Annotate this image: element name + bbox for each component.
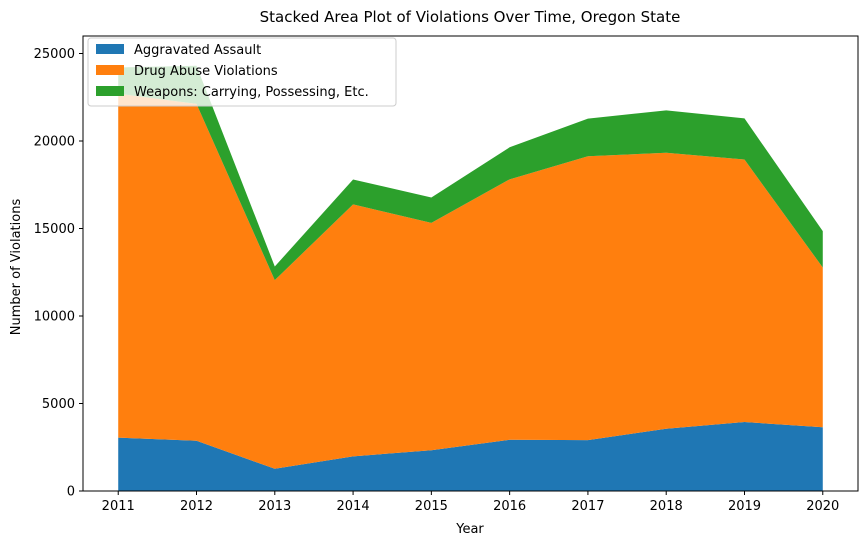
y-axis-title: Number of Violations [9, 199, 24, 336]
legend-label: Weapons: Carrying, Possessing, Etc. [134, 85, 369, 100]
x-tick-label: 2019 [728, 499, 761, 514]
x-tick-label: 2014 [337, 499, 370, 514]
x-axis-title: Year [455, 522, 484, 537]
legend-box [87, 37, 397, 107]
y-tick-label: 15000 [34, 222, 75, 237]
y-tick-label: 5000 [42, 397, 75, 412]
legend-swatch [96, 44, 124, 54]
y-tick-label: 10000 [34, 310, 75, 325]
legend-swatch [96, 65, 124, 75]
x-tick-label: 2013 [258, 499, 291, 514]
y-tick-label: 0 [67, 485, 75, 500]
x-tick-label: 2017 [571, 499, 604, 514]
area-series-1 [118, 422, 823, 491]
y-tick-label: 25000 [34, 47, 75, 62]
x-tick-label: 2020 [806, 499, 839, 514]
plot-frame [82, 35, 859, 492]
legend-label: Drug Abuse Violations [134, 64, 278, 79]
x-tick-label: 2011 [102, 499, 135, 514]
x-tick-label: 2018 [650, 499, 683, 514]
area-series-2 [118, 93, 823, 469]
x-tick-label: 2016 [493, 499, 526, 514]
legend: Aggravated Assault Drug Abuse Violations W… [87, 37, 397, 107]
legend-swatch [96, 86, 124, 96]
legend-label: Aggravated Assault [134, 43, 261, 58]
axes-group: 2011 2012 2013 2014 2015 2016 2017 2018 2019 2020… [34, 35, 859, 514]
area-series-group [118, 65, 823, 491]
area-series-3 [118, 65, 823, 281]
x-tick-label: 2015 [415, 499, 448, 514]
x-tick-label: 2012 [180, 499, 213, 514]
y-tick-label: 20000 [34, 135, 75, 150]
chart-title: Stacked Area Plot of Violations Over Tim… [260, 8, 681, 26]
